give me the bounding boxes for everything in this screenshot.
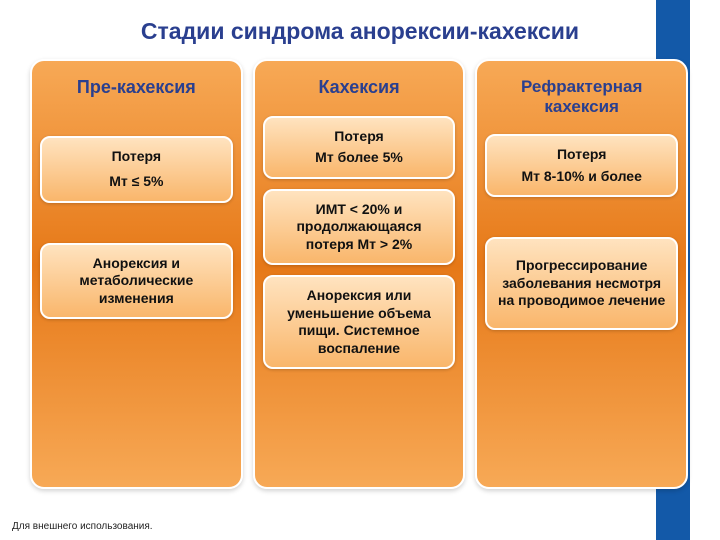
footer-note: Для внешнего использования. — [12, 521, 153, 532]
stage-box: Анорексия или уменьшение объема пищи. Си… — [263, 275, 456, 369]
box-line: Мт ≤ 5% — [48, 173, 225, 191]
stage-box: Анорексия и метаболические изменения — [40, 243, 233, 320]
column-pre-cachexia: Пре-кахексия Потеря Мт ≤ 5% Анорексия и … — [30, 59, 243, 489]
column-header: Кахексия — [263, 71, 456, 106]
column-header: Рефрактерная кахексия — [485, 71, 678, 124]
columns-container: Пре-кахексия Потеря Мт ≤ 5% Анорексия и … — [0, 59, 720, 489]
stage-box: ИМТ < 20% и продолжающаяся потеря Мт > 2… — [263, 189, 456, 266]
slide-title: Стадии синдрома анорексии-кахексии — [0, 0, 720, 59]
box-line: Анорексия или уменьшение объема пищи. Си… — [271, 287, 448, 357]
box-line: ИМТ < 20% и продолжающаяся потеря Мт > 2… — [271, 201, 448, 254]
column-refractory-cachexia: Рефрактерная кахексия Потеря Мт 8-10% и … — [475, 59, 688, 489]
stage-box: Потеря Мт 8-10% и более — [485, 134, 678, 197]
box-line: Прогрессирование заболевания несмотря на… — [493, 257, 670, 310]
column-header: Пре-кахексия — [40, 71, 233, 106]
box-line: Мт более 5% — [271, 149, 448, 167]
box-line: Анорексия и метаболические изменения — [48, 255, 225, 308]
stage-box: Прогрессирование заболевания несмотря на… — [485, 237, 678, 330]
box-line: Потеря — [271, 128, 448, 146]
box-line: Мт 8-10% и более — [493, 168, 670, 186]
stage-box: Потеря Мт более 5% — [263, 116, 456, 179]
box-line: Потеря — [493, 146, 670, 164]
box-line: Потеря — [48, 148, 225, 166]
stage-box: Потеря Мт ≤ 5% — [40, 136, 233, 203]
column-cachexia: Кахексия Потеря Мт более 5% ИМТ < 20% и … — [253, 59, 466, 489]
